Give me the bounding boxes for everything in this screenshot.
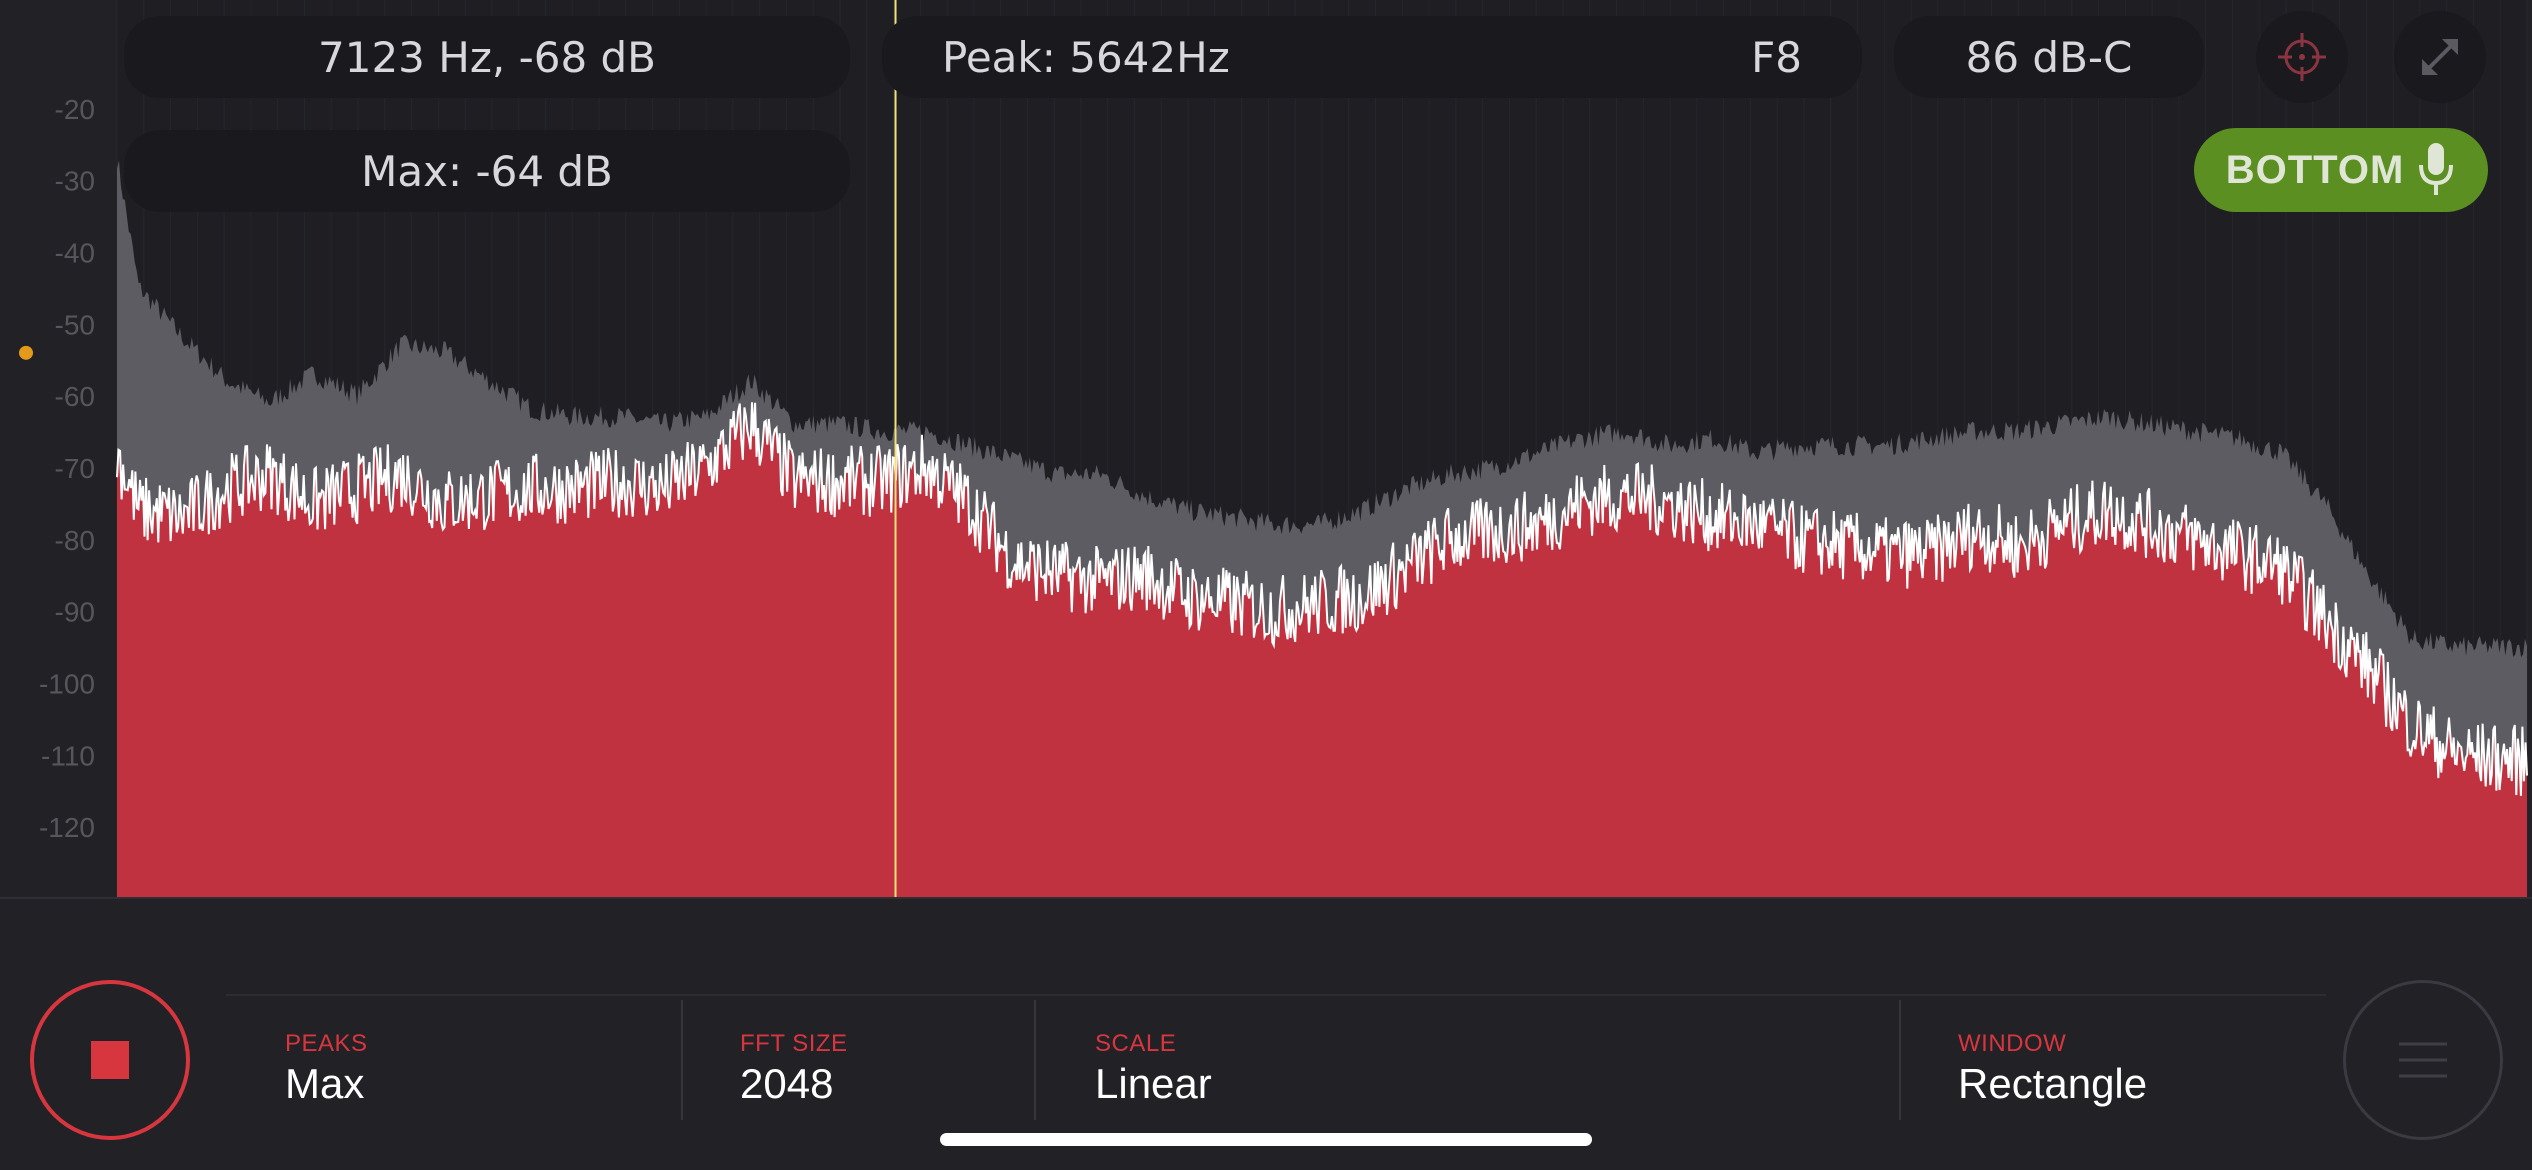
input-level-indicator (19, 345, 33, 360)
setting-peaks-value: Max (285, 1060, 365, 1107)
menu-button[interactable] (2343, 980, 2503, 1140)
setting-window-value: Rectangle (1958, 1060, 2148, 1107)
setting-peaks-label: PEAKS (285, 1030, 368, 1057)
stop-icon (91, 1041, 129, 1079)
setting-fft-size[interactable]: FFT SIZE 2048 (740, 1030, 848, 1108)
cursor-readout: 7123 Hz, -68 dB (124, 16, 850, 98)
y-tick-label: -60 (55, 381, 95, 412)
expand-icon (2422, 39, 2458, 75)
expand-button[interactable] (2394, 11, 2486, 103)
microphone-select-label: BOTTOM (2225, 147, 2405, 192)
home-indicator (940, 1133, 1592, 1146)
setting-scale[interactable]: SCALE Linear (1095, 1030, 1212, 1108)
y-tick-label: -40 (55, 237, 95, 268)
crosshair-button[interactable] (2256, 11, 2348, 103)
max-readout-text: Max: -64 dB (361, 146, 613, 196)
setting-scale-label: SCALE (1095, 1030, 1177, 1057)
settings-separator (1034, 1000, 1036, 1120)
y-tick-label: -20 (55, 94, 95, 125)
setting-peaks[interactable]: PEAKS Max (285, 1030, 368, 1108)
max-readout: Max: -64 dB (124, 130, 850, 212)
y-tick-label: -50 (55, 309, 95, 340)
settings-separator (1899, 1000, 1901, 1120)
cursor-readout-text: 7123 Hz, -68 dB (318, 32, 656, 82)
stop-button[interactable] (30, 980, 190, 1140)
peak-frequency-text: Peak: 5642Hz (942, 32, 1230, 82)
peak-note-text: F8 (1751, 32, 1802, 82)
y-tick-label: -120 (39, 812, 95, 843)
setting-window-label: WINDOW (1958, 1030, 2067, 1057)
setting-window[interactable]: WINDOW Rectangle (1958, 1030, 2147, 1108)
y-tick-label: -110 (41, 740, 95, 771)
hamburger-menu-icon (2399, 1042, 2447, 1078)
microphone-select-button[interactable]: BOTTOM (2194, 128, 2488, 212)
spectrum-chart[interactable]: -20-30-40-50-60-70-80-90-100-110-1201k2k… (0, 0, 2532, 900)
setting-scale-value: Linear (1095, 1060, 1212, 1107)
current-spectrum-line (116, 402, 2528, 796)
y-tick-label: -30 (55, 166, 95, 197)
settings-separator (681, 1000, 683, 1120)
peak-readout: Peak: 5642Hz F8 (882, 16, 1862, 98)
y-tick-label: -70 (55, 453, 95, 484)
setting-fft-size-value: 2048 (740, 1060, 834, 1107)
microphone-icon (2419, 143, 2454, 195)
settings-divider (226, 994, 2326, 996)
level-readout: 86 dB-C (1894, 16, 2204, 98)
y-tick-label: -80 (55, 525, 95, 556)
crosshair-icon (2278, 33, 2326, 81)
current-spectrum-area (117, 402, 2527, 898)
y-tick-label: -100 (39, 668, 95, 699)
level-readout-text: 86 dB-C (1965, 32, 2133, 82)
y-tick-label: -90 (55, 597, 95, 628)
setting-fft-size-label: FFT SIZE (740, 1030, 848, 1057)
